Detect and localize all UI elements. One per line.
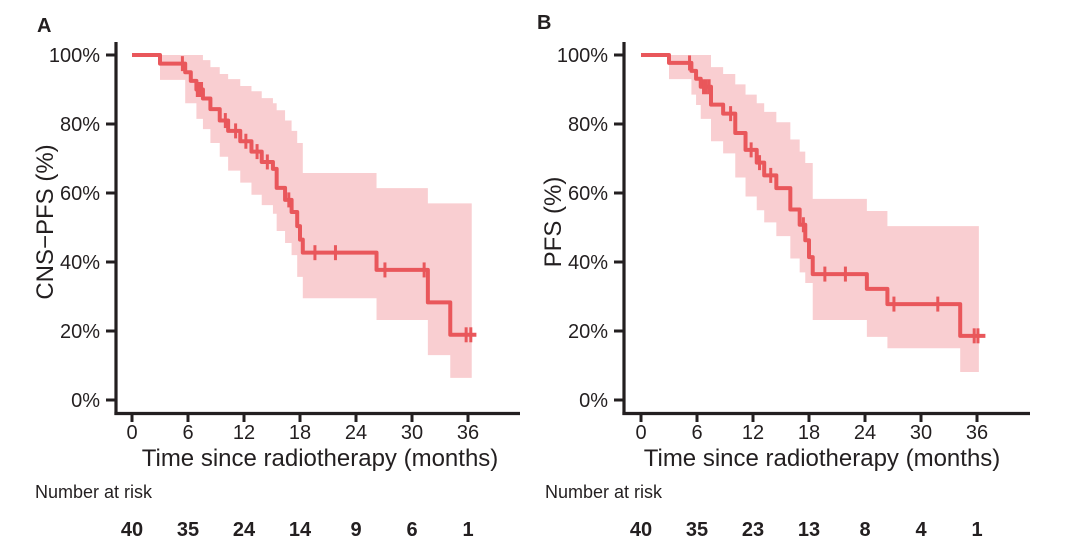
panel-a: 0 6 12 18 24 30 36 0% 20% 40% 60% 80% 100% 40 35 24 14 9 6… xyxy=(49,42,520,541)
panel-a-y-axis-title: CNS−PFS (%) xyxy=(32,144,59,300)
x-tick-label: 0 xyxy=(635,422,646,444)
risk-count: 35 xyxy=(177,519,199,541)
risk-count: 1 xyxy=(462,519,473,541)
y-tick-label: 80% xyxy=(60,114,100,136)
risk-count: 13 xyxy=(798,519,820,541)
y-tick-label: 0% xyxy=(71,390,100,412)
y-tick-label: 80% xyxy=(568,114,608,136)
x-tick-label: 12 xyxy=(233,422,255,444)
confidence-band xyxy=(160,55,472,378)
risk-count: 23 xyxy=(742,519,764,541)
x-tick-label: 12 xyxy=(742,422,764,444)
y-tick-group: 0% 20% 40% 60% 80% 100% xyxy=(49,45,115,412)
y-tick-label: 40% xyxy=(568,252,608,274)
risk-number-row: 40 35 24 14 9 6 1 xyxy=(121,519,474,541)
panel-b-y-axis-title: PFS (%) xyxy=(540,176,567,268)
y-tick-label: 40% xyxy=(60,252,100,274)
risk-count: 4 xyxy=(915,519,927,541)
confidence-band xyxy=(669,55,979,373)
x-tick-label: 24 xyxy=(345,422,367,444)
km-curve xyxy=(641,53,986,338)
y-tick-label: 0% xyxy=(579,390,608,412)
risk-count: 6 xyxy=(406,519,417,541)
panel-a-number-at-risk-label: Number at risk xyxy=(35,482,153,502)
panel-b-letter: B xyxy=(537,12,552,34)
censor-marks xyxy=(688,55,980,344)
x-tick-group: 0 6 12 18 24 30 36 xyxy=(126,415,479,444)
risk-count: 40 xyxy=(630,519,652,541)
x-tick-label: 30 xyxy=(401,422,423,444)
risk-count: 40 xyxy=(121,519,143,541)
y-tick-label: 60% xyxy=(60,183,100,205)
x-tick-label: 18 xyxy=(289,422,311,444)
risk-count: 9 xyxy=(350,519,361,541)
panel-a-letter: A xyxy=(37,15,52,37)
panel-b: 0 6 12 18 24 30 36 0% 20% 40% 60% 80% 100% 40 35 23 13 8 4… xyxy=(540,0,1080,551)
panel-a-x-axis-title: Time since radiotherapy (months) xyxy=(141,445,499,472)
x-tick-label: 24 xyxy=(854,422,876,444)
x-tick-group: 0 6 12 18 24 30 36 xyxy=(635,415,988,444)
y-tick-group: 0% 20% 40% 60% 80% 100% xyxy=(557,45,623,412)
risk-count: 1 xyxy=(971,519,982,541)
panel-b-x-axis-title: Time since radiotherapy (months) xyxy=(643,445,1001,472)
x-tick-label: 6 xyxy=(691,422,702,444)
risk-count: 8 xyxy=(859,519,870,541)
censor-marks xyxy=(180,56,473,343)
risk-count: 35 xyxy=(686,519,708,541)
x-tick-label: 36 xyxy=(457,422,479,444)
x-tick-label: 0 xyxy=(126,422,137,444)
x-tick-label: 6 xyxy=(182,422,193,444)
y-tick-label: 20% xyxy=(60,321,100,343)
risk-count: 14 xyxy=(289,519,312,541)
x-tick-label: 36 xyxy=(966,422,988,444)
x-tick-label: 18 xyxy=(798,422,820,444)
panel-b-number-at-risk-label: Number at risk xyxy=(545,482,663,502)
x-tick-label: 30 xyxy=(910,422,932,444)
y-tick-label: 100% xyxy=(557,45,608,67)
km-plot-panel-a: 0 6 12 18 24 30 36 0% 20% 40% 60% 80% 100% 40 35 24 14 9 6… xyxy=(49,42,520,541)
y-tick-label: 60% xyxy=(568,183,608,205)
y-tick-label: 20% xyxy=(568,321,608,343)
risk-count: 24 xyxy=(233,519,256,541)
risk-number-row: 40 35 23 13 8 4 1 xyxy=(630,519,983,541)
km-plot-panel-b: 0 6 12 18 24 30 360%20%40%60%80%100%40 35 23 13 8 4… xyxy=(557,42,1030,541)
y-tick-label: 100% xyxy=(49,45,100,67)
